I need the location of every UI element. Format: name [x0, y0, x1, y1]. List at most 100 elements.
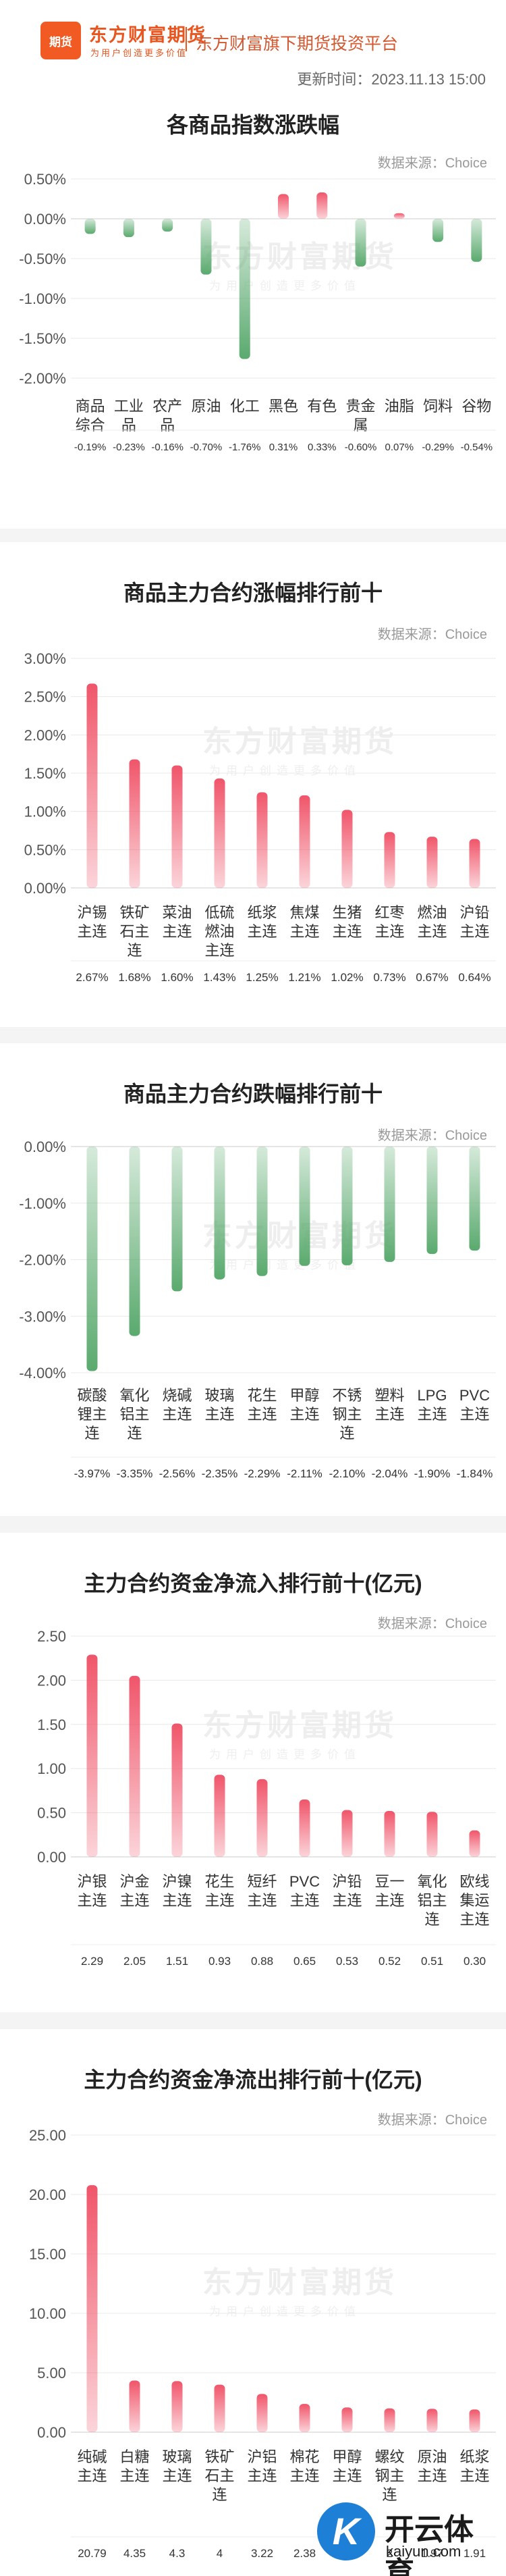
category-label: 主连 [332, 2467, 362, 2484]
category-label: 主连 [417, 923, 447, 940]
value-label: -0.16% [151, 442, 184, 453]
value-label: 1.60% [161, 971, 193, 984]
bar [426, 2409, 438, 2432]
category-label: 主连 [247, 1406, 277, 1423]
value-label: -0.19% [74, 442, 107, 453]
category-label: 主连 [374, 923, 404, 940]
y-tick-label: -2.00% [19, 1252, 66, 1269]
y-tick-label: 0.00 [37, 2424, 66, 2441]
bar [384, 2408, 395, 2432]
category-label: 主连 [247, 1892, 277, 1909]
category-label: 棉花 [289, 2448, 319, 2465]
bar [299, 795, 310, 888]
bar [256, 792, 268, 888]
bar [256, 1779, 268, 1857]
bar [129, 1147, 140, 1336]
bar [162, 219, 173, 232]
value-label: 0.30 [463, 1955, 486, 1968]
category-label: 白糖 [119, 2448, 149, 2465]
category-label: 商品 [76, 398, 105, 415]
bar [426, 837, 438, 888]
category-label: 甲醇 [332, 2448, 362, 2465]
y-tick-label: 2.50 [37, 1628, 66, 1645]
category-label: 主连 [204, 1406, 234, 1423]
data-source: 数据来源：Choice [377, 1616, 487, 1631]
watermark-name: 东方财富期货 [202, 240, 397, 273]
category-label: 主连 [77, 1892, 107, 1909]
y-tick-label: -0.50% [19, 251, 66, 267]
category-label: 生猪 [332, 904, 362, 921]
section-title: 商品主力合约跌幅排行前十 [123, 1082, 383, 1106]
data-source: 数据来源：Choice [377, 156, 487, 171]
data-source: 数据来源：Choice [377, 2113, 487, 2128]
bar [469, 839, 480, 888]
value-label: 1.21% [288, 971, 320, 984]
value-label: 1.91 [463, 2547, 486, 2560]
y-tick-label: 20.00 [29, 2186, 66, 2203]
category-label: 主连 [77, 923, 107, 940]
section-title: 主力合约资金净流出排行前十(亿元) [84, 2068, 422, 2092]
category-label: 主连 [289, 1406, 319, 1423]
category-label: 主连 [459, 1406, 489, 1423]
category-label: 主连 [119, 2467, 149, 2484]
value-label: 0.31% [269, 442, 298, 453]
category-label: 低硫 [204, 904, 234, 921]
y-tick-label: 0.50% [24, 841, 66, 858]
y-tick-label: -4.00% [19, 1365, 66, 1382]
value-label: 1.02% [331, 971, 363, 984]
category-label: 主连 [289, 1892, 319, 1909]
category-label: 石主 [204, 2467, 234, 2484]
category-label: 饲料 [423, 398, 453, 415]
value-label: 0.88 [251, 1955, 273, 1968]
value-label: -2.56% [159, 1467, 196, 1480]
y-tick-label: 5.00 [37, 2365, 66, 2382]
category-label: 沪镍 [162, 1873, 192, 1890]
value-label: -1.76% [229, 442, 261, 453]
bar [200, 219, 212, 275]
category-label: 主连 [204, 1892, 234, 1909]
category-label: 有色 [307, 398, 337, 415]
watermark-slogan: 为用户创造更多价值 [209, 764, 361, 777]
footer-brand-name: 开云体育 [385, 2513, 474, 2576]
y-tick-label: 1.00 [37, 1760, 66, 1777]
value-label: -0.60% [345, 442, 377, 453]
value-label: 2 [387, 2547, 393, 2560]
watermark-name: 东方财富期货 [202, 2266, 397, 2299]
category-label: 花生 [247, 1387, 277, 1404]
value-label: 20.79 [78, 2547, 107, 2560]
category-label: 主连 [289, 2467, 319, 2484]
value-label: 2.38 [293, 2547, 316, 2560]
category-label: 主连 [459, 923, 489, 940]
category-label: 钢主 [374, 2467, 404, 2484]
y-tick-label: -1.00% [19, 1195, 66, 1212]
category-label: 铁矿 [119, 904, 149, 921]
category-label: 原油 [417, 2448, 447, 2465]
watermark-slogan: 为用户创造更多价值 [209, 2305, 361, 2318]
category-label: 钢主 [332, 1406, 362, 1423]
category-label: 综合 [76, 417, 105, 433]
y-tick-label: 0.50 [37, 1805, 66, 1822]
bar [171, 1723, 183, 1857]
value-label: 0.64% [458, 971, 490, 984]
category-label: PVC [459, 1387, 490, 1404]
category-label: LPG [417, 1387, 447, 1404]
bar [86, 1147, 98, 1371]
y-tick-label: 2.00 [37, 1672, 66, 1689]
bar [341, 810, 353, 888]
bar [256, 1147, 268, 1276]
bar [469, 1147, 480, 1251]
y-tick-label: -3.00% [19, 1308, 66, 1325]
bar [171, 765, 183, 888]
value-label: -0.23% [113, 442, 145, 453]
category-label: 锂主 [77, 1406, 107, 1423]
category-label: 连 [339, 1425, 354, 1442]
category-label: 碳酸 [77, 1387, 107, 1404]
bar [129, 1675, 140, 1857]
category-label: 纸浆 [247, 904, 277, 921]
watermark-name: 东方财富期货 [202, 1219, 397, 1253]
category-label: 铝主 [119, 1406, 149, 1423]
category-label: PVC [289, 1873, 320, 1890]
bar [86, 2185, 98, 2432]
value-label: 0.65 [293, 1955, 316, 1968]
